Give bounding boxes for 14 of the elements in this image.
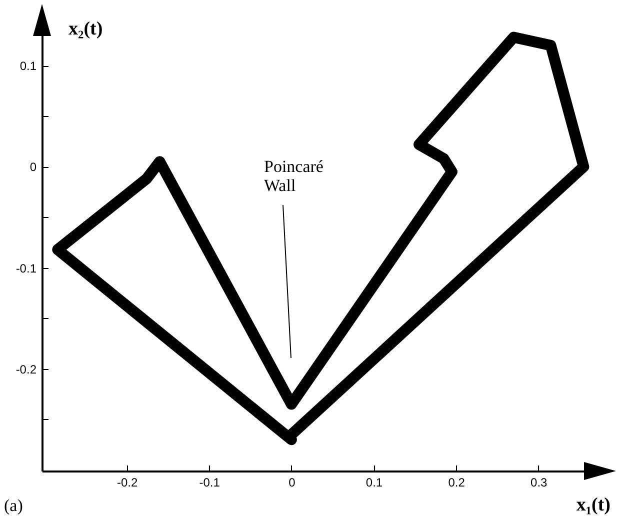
y-tick-label: -0.1	[16, 261, 37, 276]
text: (a)	[4, 496, 23, 515]
x-tick-label: 0.3	[530, 476, 548, 490]
x-tick-label: -0.1	[199, 476, 220, 490]
x-tick-label: -0.2	[116, 476, 138, 490]
x-tick-label: 0.2	[448, 476, 466, 490]
y-tick-label: -0.2	[16, 362, 37, 376]
y-tick-label: 0	[30, 160, 37, 174]
y-tick-label: 0.1	[20, 59, 37, 74]
x-tick-label: 0	[288, 476, 296, 490]
annotation: Poincaré Wall	[264, 157, 324, 195]
x-tick-label: 0.1	[366, 476, 383, 490]
y-axis-title: x₂(t)	[68, 18, 103, 40]
x-axis-title: x₁(t)	[576, 494, 610, 516]
